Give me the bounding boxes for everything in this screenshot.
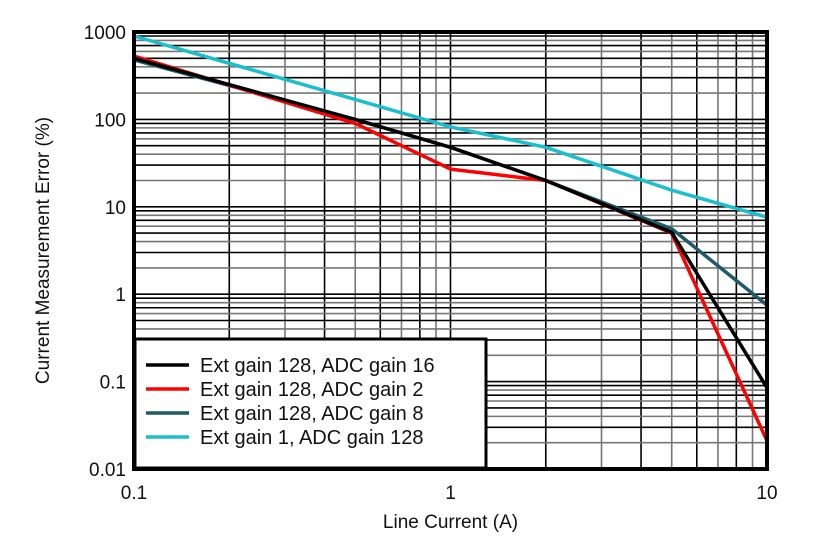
data-series	[133, 34, 769, 442]
x-tick-label: 0.1	[121, 483, 147, 504]
legend-label: Ext gain 128, ADC gain 8	[200, 403, 423, 425]
x-tick-label: 1	[445, 483, 456, 504]
legend-label: Ext gain 128, ADC gain 2	[200, 379, 423, 401]
y-axis-ticks: 0.01 0.1 1 10 100 1000	[84, 23, 126, 481]
y-tick-label: 0.01	[89, 460, 126, 481]
y-tick-label: 1000	[84, 23, 126, 44]
x-axis-title: Line Current (A)	[383, 512, 518, 533]
x-axis-ticks: 0.1 1 10	[121, 483, 778, 504]
series-line	[133, 34, 768, 219]
y-tick-label: 1	[115, 285, 126, 306]
legend-box	[133, 337, 488, 470]
legend-label: Ext gain 128, ADC gain 16	[200, 355, 435, 377]
y-tick-label: 10	[105, 198, 126, 219]
legend-label: Ext gain 1, ADC gain 128	[200, 427, 423, 449]
y-axis-title: Current Measurement Error (%)	[33, 117, 54, 384]
series-line	[133, 54, 769, 442]
y-tick-label: 0.1	[100, 373, 126, 394]
x-tick-label: 10	[756, 483, 777, 504]
series-line	[133, 56, 769, 389]
y-tick-label: 100	[94, 110, 126, 131]
